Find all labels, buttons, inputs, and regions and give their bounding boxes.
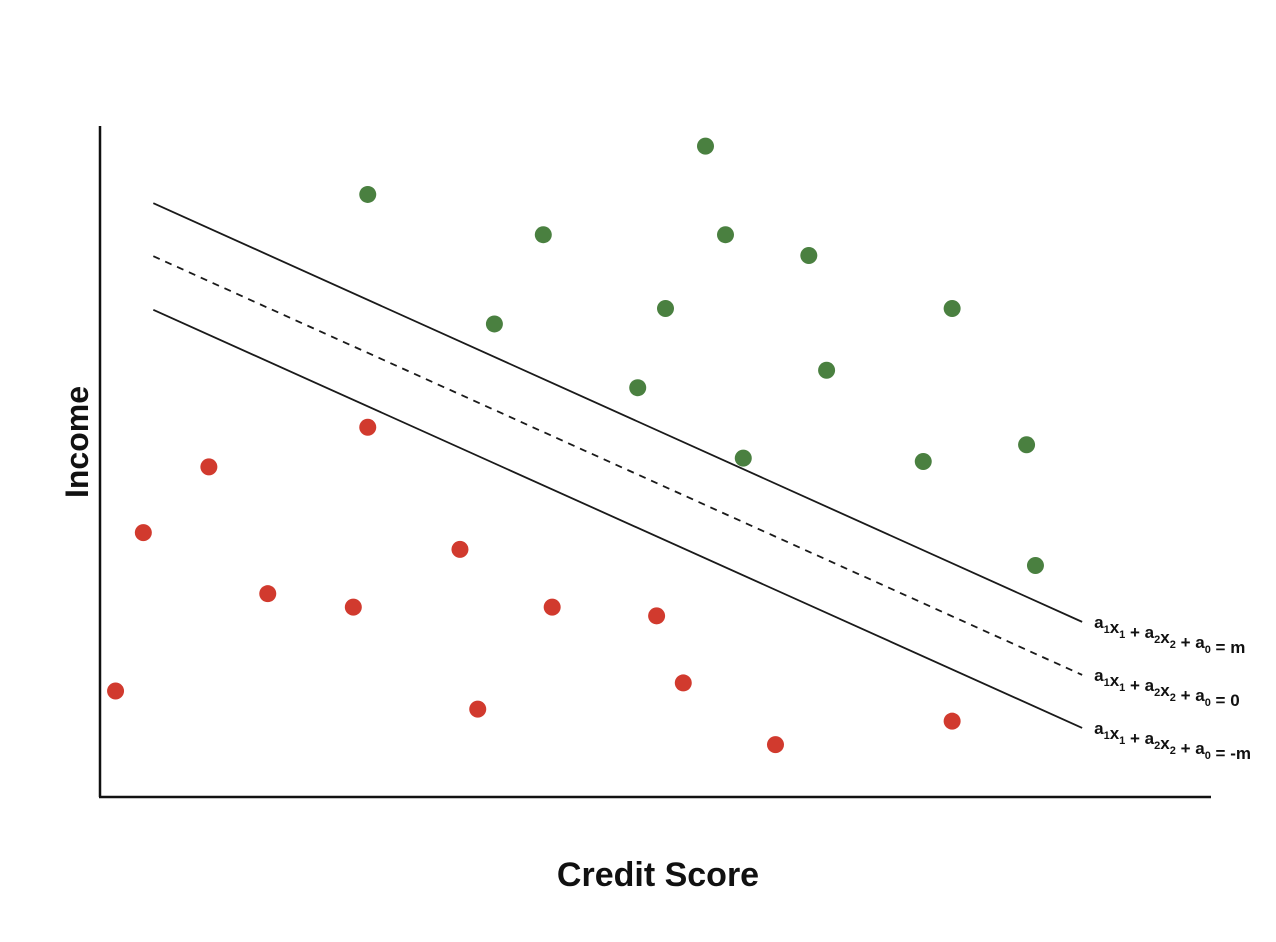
data-point-1-1 bbox=[200, 458, 218, 476]
data-points bbox=[107, 137, 1044, 754]
data-point-1-3 bbox=[451, 540, 469, 558]
data-point-0-3 bbox=[716, 226, 734, 244]
data-point-1-7 bbox=[648, 607, 666, 625]
boundary-lines bbox=[152, 202, 1083, 729]
data-point-1-2 bbox=[134, 524, 152, 542]
data-point-0-0 bbox=[696, 137, 714, 155]
data-point-0-10 bbox=[734, 449, 752, 467]
data-point-1-6 bbox=[543, 598, 561, 616]
equation-label-2: a1x1 + a2x2 + a0 = -m bbox=[1094, 719, 1251, 763]
data-point-0-8 bbox=[818, 361, 836, 379]
data-point-0-6 bbox=[656, 300, 674, 318]
data-point-0-5 bbox=[485, 315, 503, 333]
data-point-0-1 bbox=[359, 185, 377, 203]
equation-labels: a1x1 + a2x2 + a0 = m a1x1 + a2x2 + a0 = 0… bbox=[1094, 613, 1251, 763]
boundary-line-2 bbox=[152, 309, 1083, 729]
data-point-0-13 bbox=[1026, 557, 1044, 575]
data-point-1-11 bbox=[766, 736, 784, 754]
data-point-0-9 bbox=[629, 379, 647, 397]
data-point-1-5 bbox=[344, 598, 362, 616]
data-point-1-12 bbox=[943, 712, 961, 730]
boundary-line-0 bbox=[152, 202, 1083, 623]
data-point-0-7 bbox=[943, 300, 961, 318]
data-point-1-0 bbox=[359, 418, 377, 436]
y-axis-title: Income bbox=[59, 386, 95, 498]
data-point-1-10 bbox=[674, 674, 692, 692]
data-point-0-11 bbox=[914, 453, 932, 470]
data-point-1-4 bbox=[259, 585, 277, 603]
equation-label-1: a1x1 + a2x2 + a0 = 0 bbox=[1094, 666, 1240, 710]
boundary-line-1 bbox=[152, 255, 1083, 676]
equation-label-0: a1x1 + a2x2 + a0 = m bbox=[1094, 613, 1245, 657]
data-point-0-4 bbox=[800, 247, 818, 265]
data-point-0-12 bbox=[1018, 436, 1036, 454]
data-point-1-8 bbox=[107, 682, 125, 700]
data-point-0-2 bbox=[534, 226, 552, 244]
x-axis-title: Credit Score bbox=[557, 856, 759, 894]
data-point-1-9 bbox=[469, 700, 487, 718]
